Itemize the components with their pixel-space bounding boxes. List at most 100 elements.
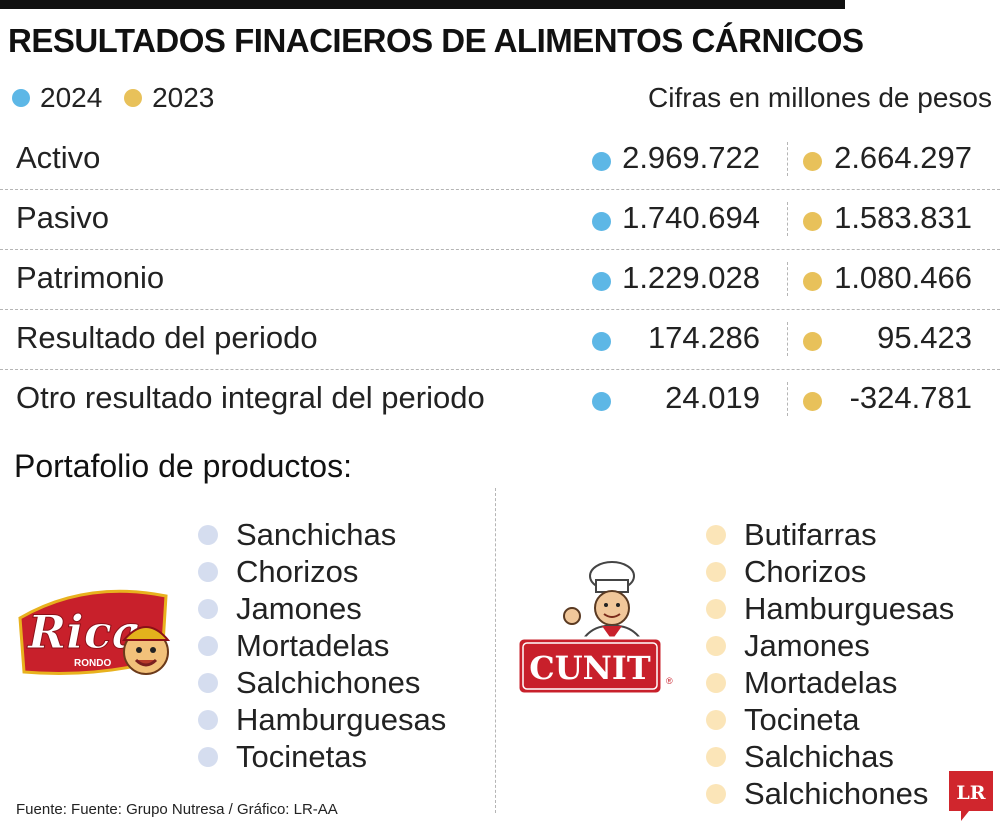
svg-text:Rica: Rica bbox=[26, 605, 142, 659]
table-row: Activo 2.969.722 2.664.297 bbox=[0, 130, 1000, 190]
dot-2024 bbox=[592, 272, 611, 291]
row-label: Resultado del periodo bbox=[16, 320, 318, 355]
column-divider bbox=[787, 322, 788, 356]
column-divider bbox=[787, 262, 788, 296]
product-label: Jamones bbox=[236, 590, 362, 626]
product-label: Salchichas bbox=[744, 738, 894, 774]
value-2024: 24.019 bbox=[665, 380, 760, 415]
product-label: Salchichones bbox=[744, 775, 929, 811]
value-2023: -324.781 bbox=[849, 380, 972, 415]
bullet-dot bbox=[706, 635, 726, 656]
bullet-dot bbox=[706, 598, 726, 619]
list-item: Hamburguesas bbox=[198, 701, 446, 738]
bullet-dot bbox=[706, 746, 726, 767]
value-2024: 2.969.722 bbox=[622, 140, 760, 175]
column-divider bbox=[787, 382, 788, 416]
value-2023: 2.664.297 bbox=[834, 140, 972, 175]
bullet-dot bbox=[198, 561, 218, 582]
table-row: Otro resultado integral del periodo 24.0… bbox=[0, 370, 1000, 429]
portfolio-divider bbox=[495, 488, 496, 813]
dot-2024 bbox=[592, 392, 611, 411]
dot-2023 bbox=[803, 272, 822, 291]
row-label: Patrimonio bbox=[16, 260, 165, 295]
column-divider bbox=[787, 142, 788, 176]
bullet-dot bbox=[198, 672, 218, 693]
bullet-dot bbox=[198, 524, 218, 545]
table-row: Patrimonio 1.229.028 1.080.466 bbox=[0, 250, 1000, 310]
legend-item-2023: 2023 bbox=[124, 82, 214, 114]
source-note: Fuente: Fuente: Grupo Nutresa / Gráfico:… bbox=[16, 801, 338, 818]
legend-item-2024: 2024 bbox=[12, 82, 102, 114]
lr-brand-logo: LR bbox=[949, 771, 993, 821]
dot-2023 bbox=[803, 212, 822, 231]
column-divider bbox=[787, 202, 788, 236]
dot-2024 bbox=[592, 152, 611, 171]
legend-dot-2024 bbox=[12, 89, 30, 107]
table-row: Pasivo 1.740.694 1.583.831 bbox=[0, 190, 1000, 250]
svg-text:CUNIT: CUNIT bbox=[529, 649, 651, 687]
units-note: Cifras en millones de pesos bbox=[648, 82, 992, 113]
rica-logo: Rica RONDO bbox=[18, 589, 171, 675]
bullet-dot bbox=[706, 561, 726, 582]
page-title: RESULTADOS FINACIEROS DE ALIMENTOS CÁRNI… bbox=[8, 22, 864, 59]
financial-table: Activo 2.969.722 2.664.297 Pasivo 1.740.… bbox=[0, 130, 1000, 429]
list-item: Salchichas bbox=[706, 738, 954, 775]
bullet-dot bbox=[706, 709, 726, 730]
legend-label-2024: 2024 bbox=[40, 82, 103, 113]
product-label: Jamones bbox=[744, 627, 870, 663]
legend-dot-2023 bbox=[124, 89, 143, 107]
bullet-dot bbox=[198, 598, 218, 619]
svg-text:RONDO: RONDO bbox=[74, 658, 111, 669]
legend-label-2023: 2023 bbox=[152, 82, 215, 113]
product-label: Salchichones bbox=[236, 664, 421, 700]
dot-2024 bbox=[592, 332, 611, 351]
rica-product-list: Sanchichas Chorizos Jamones Mortadelas S… bbox=[198, 516, 446, 775]
product-label: Tocineta bbox=[744, 701, 860, 737]
product-label: Mortadelas bbox=[236, 627, 390, 663]
dot-2023 bbox=[803, 332, 822, 351]
product-label: Hamburguesas bbox=[744, 590, 955, 626]
value-2024: 174.286 bbox=[647, 320, 760, 355]
list-item: Salchichones bbox=[198, 664, 446, 701]
top-rule bbox=[0, 0, 845, 9]
list-item: Mortadelas bbox=[198, 627, 446, 664]
bullet-dot bbox=[198, 709, 218, 730]
product-label: Hamburguesas bbox=[236, 701, 447, 737]
value-2023: 95.423 bbox=[877, 320, 972, 355]
cunit-product-list: Butifarras Chorizos Hamburguesas Jamones… bbox=[706, 516, 954, 812]
dot-2023 bbox=[803, 152, 822, 171]
value-2024: 1.229.028 bbox=[622, 260, 760, 295]
product-label: Mortadelas bbox=[744, 664, 898, 700]
list-item: Hamburguesas bbox=[706, 590, 954, 627]
value-2024: 1.740.694 bbox=[622, 200, 760, 235]
cunit-logo: CUNIT ® bbox=[516, 561, 673, 696]
product-label: Tocinetas bbox=[236, 738, 367, 774]
list-item: Tocineta bbox=[706, 701, 954, 738]
row-label: Otro resultado integral del periodo bbox=[16, 380, 485, 415]
product-label: Butifarras bbox=[744, 516, 877, 552]
bullet-dot bbox=[706, 524, 726, 545]
value-2023: 1.080.466 bbox=[834, 260, 972, 295]
list-item: Butifarras bbox=[706, 516, 954, 553]
legend: 2024 2023 bbox=[12, 82, 228, 114]
dot-2024 bbox=[592, 212, 611, 231]
bullet-dot bbox=[198, 746, 218, 767]
list-item: Chorizos bbox=[198, 553, 446, 590]
product-label: Chorizos bbox=[236, 553, 359, 589]
dot-2023 bbox=[803, 392, 822, 411]
svg-text:LR: LR bbox=[956, 782, 985, 804]
bullet-dot bbox=[706, 672, 726, 693]
portfolio-title: Portafolio de productos: bbox=[14, 448, 352, 484]
table-row: Resultado del periodo 174.286 95.423 bbox=[0, 310, 1000, 370]
row-label: Activo bbox=[16, 140, 101, 175]
product-label: Sanchichas bbox=[236, 516, 397, 552]
product-label: Chorizos bbox=[744, 553, 867, 589]
row-label: Pasivo bbox=[16, 200, 110, 235]
list-item: Salchichones bbox=[706, 775, 954, 812]
list-item: Tocinetas bbox=[198, 738, 446, 775]
bullet-dot bbox=[198, 635, 218, 656]
list-item: Sanchichas bbox=[198, 516, 446, 553]
svg-text:®: ® bbox=[666, 676, 673, 686]
value-2023: 1.583.831 bbox=[834, 200, 972, 235]
list-item: Jamones bbox=[706, 627, 954, 664]
